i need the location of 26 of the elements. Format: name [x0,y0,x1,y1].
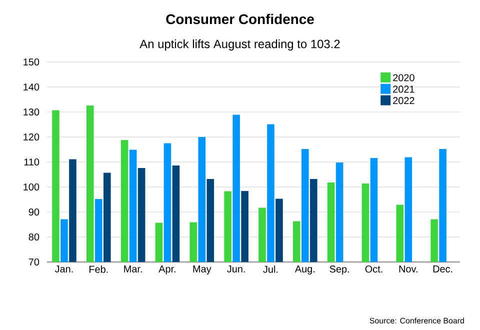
x-tick-label: May [193,266,212,274]
x-tick-label: Mar. [124,266,142,272]
y-tick-label: 110 [24,158,40,166]
legend-label: 2022 [393,97,414,104]
y-tick-label: 150 [24,58,40,66]
x-tick-label: Nov. [399,266,418,272]
x-tick-label: Jan. [54,266,73,272]
y-tick-label: 120 [24,133,40,141]
x-tick-label: Jul. [263,266,278,273]
x-tick-label: Dec. [433,266,452,272]
y-tick-label: 70 [28,258,40,266]
x-tick-label: Jun. [227,266,245,272]
x-tick-label: Feb. [89,266,108,273]
legend-label: 2021 [393,86,414,93]
legend-label: 2020 [393,74,414,82]
y-tick-label: 140 [24,83,40,91]
chart-subtitle: An uptick lifts August reading to 103.2 [140,39,340,51]
x-tick-label: Aug. [294,266,314,274]
x-tick-label: Oct. [365,266,382,273]
y-tick-label: 90 [28,208,40,216]
y-tick-label: 100 [24,183,40,191]
chart-title: Consumer Confidence [166,14,314,24]
x-tick-label: Sep. [330,266,349,275]
x-tick-label: Apr. [158,266,176,274]
y-tick-label: 130 [24,108,40,116]
y-tick-label: 80 [28,233,40,241]
